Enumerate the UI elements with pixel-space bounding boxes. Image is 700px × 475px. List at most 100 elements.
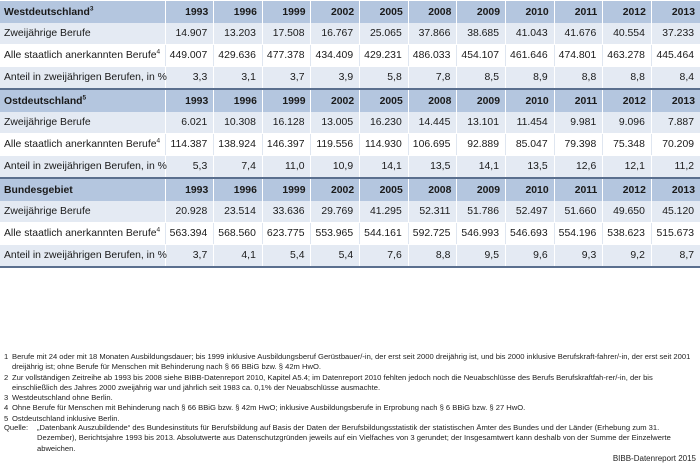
year-header: 2009 xyxy=(456,88,506,112)
table-cell: 9,5 xyxy=(456,244,506,268)
table-cell: 13,5 xyxy=(407,155,457,179)
table-cell: 119.556 xyxy=(310,133,360,156)
year-header: 2012 xyxy=(602,0,652,23)
table-cell: 461.646 xyxy=(504,44,555,67)
table-cell: 554.196 xyxy=(553,222,603,245)
table-cell: 49.650 xyxy=(602,201,652,223)
table-cell: 138.924 xyxy=(213,133,263,156)
footnote-text: Westdeutschland ohne Berlin. xyxy=(12,393,113,403)
table-cell: 3,1 xyxy=(213,66,263,90)
year-header: 1993 xyxy=(164,0,214,23)
table-cell: 429.231 xyxy=(359,44,409,67)
year-header: 2005 xyxy=(359,0,409,23)
year-header: 2010 xyxy=(504,88,555,112)
footnote-ref: 3 xyxy=(89,5,94,13)
table-cell: 8,7 xyxy=(650,244,700,268)
table-cell: 5,8 xyxy=(359,66,409,90)
table-cell: 13,5 xyxy=(504,155,555,179)
table-cell: 114.930 xyxy=(359,133,409,156)
table-cell: 3,7 xyxy=(164,244,214,268)
table-cell: 13.203 xyxy=(213,23,263,45)
year-header: 1993 xyxy=(164,177,214,201)
table-cell: 8,8 xyxy=(407,244,457,268)
section-header: Ostdeutschland5 1993 1996 1999 2002 2005 2008 2… xyxy=(0,88,700,112)
table-cell: 8,8 xyxy=(602,66,652,90)
table-cell: 9.981 xyxy=(553,112,603,134)
row-label: Alle staatlich anerkannten Berufe4 xyxy=(0,133,166,156)
table-cell: 8,8 xyxy=(553,66,603,90)
table-cell: 52.497 xyxy=(504,201,555,223)
table-cell: 9.096 xyxy=(602,112,652,134)
row-label: Anteil in zweijährigen Berufen, in % xyxy=(0,155,167,179)
table-cell: 515.673 xyxy=(650,222,700,245)
table-cell: 85.047 xyxy=(504,133,555,156)
row-label: Zweijährige Berufe xyxy=(0,112,166,134)
table-cell: 546.693 xyxy=(504,222,555,245)
table-cell: 7.887 xyxy=(650,112,700,134)
table-cell: 538.623 xyxy=(602,222,652,245)
table-cell: 9,2 xyxy=(602,244,652,268)
table-cell: 16.230 xyxy=(359,112,409,134)
table-cell: 7,8 xyxy=(407,66,457,90)
table-cell: 29.769 xyxy=(310,201,360,223)
section-header: Bundesgebiet 1993 1996 1999 2002 2005 2008 2009… xyxy=(0,177,700,201)
table-cell: 445.464 xyxy=(650,44,700,67)
year-header: 2009 xyxy=(456,177,506,201)
table-cell: 45.120 xyxy=(650,201,700,223)
footnote: 1 Berufe mit 24 oder mit 18 Monaten Ausbi… xyxy=(4,352,698,373)
table-cell: 11,2 xyxy=(650,155,700,179)
table-cell: 20.928 xyxy=(164,201,214,223)
table-cell: 106.695 xyxy=(407,133,457,156)
table-cell: 51.786 xyxy=(456,201,506,223)
table-cell: 37.866 xyxy=(407,23,457,45)
data-table: Westdeutschland3 1993 1996 1999 2002 2005 2008… xyxy=(0,0,700,268)
table-cell: 3,7 xyxy=(261,66,311,90)
footnote: 3 Westdeutschland ohne Berlin. xyxy=(4,393,698,403)
table-cell: 14.907 xyxy=(164,23,214,45)
table-cell: 41.043 xyxy=(504,23,555,45)
year-header: 2010 xyxy=(504,177,555,201)
year-header: 1999 xyxy=(261,0,311,23)
table-cell: 9,3 xyxy=(553,244,603,268)
table-cell: 3,3 xyxy=(164,66,214,90)
table-cell: 12,1 xyxy=(602,155,652,179)
table-cell: 16.128 xyxy=(261,112,311,134)
table-cell: 51.660 xyxy=(553,201,603,223)
footnote: 2 Zur vollständigen Zeitreihe ab 1993 bis… xyxy=(4,373,698,394)
table-cell: 563.394 xyxy=(164,222,214,245)
section-title: Westdeutschland3 xyxy=(0,0,166,23)
year-header: 2005 xyxy=(359,88,409,112)
table-cell: 11.454 xyxy=(504,112,555,134)
table-cell: 23.514 xyxy=(213,201,263,223)
table-cell: 454.107 xyxy=(456,44,506,67)
section-title: Ostdeutschland5 xyxy=(0,88,166,112)
row-label: Alle staatlich anerkannten Berufe4 xyxy=(0,44,166,67)
table-cell: 14,1 xyxy=(456,155,506,179)
table-cell: 52.311 xyxy=(407,201,457,223)
year-header: 1996 xyxy=(213,177,263,201)
table-cell: 623.775 xyxy=(261,222,311,245)
table-cell: 474.801 xyxy=(553,44,603,67)
table-cell: 14.445 xyxy=(407,112,457,134)
year-header: 2008 xyxy=(407,177,457,201)
footnote-text: Ostdeutschland inklusive Berlin. xyxy=(12,413,120,423)
year-header: 2009 xyxy=(456,0,506,23)
footnote: 5 Ostdeutschland inklusive Berlin. xyxy=(4,414,698,424)
year-header: 1993 xyxy=(164,88,214,112)
table-cell: 486.033 xyxy=(407,44,457,67)
source-note: Quelle: „Datenbank Auszubildende“ des Bu… xyxy=(4,423,698,454)
table-cell: 568.560 xyxy=(213,222,263,245)
year-header: 2011 xyxy=(553,0,603,23)
table-cell: 11,0 xyxy=(261,155,311,179)
table-cell: 463.278 xyxy=(602,44,652,67)
footnote-ref: 4 xyxy=(156,137,161,145)
table-row: Zweijährige Berufe 14.907 13.203 17.508 16.7… xyxy=(0,23,700,45)
table-cell: 9,6 xyxy=(504,244,555,268)
table-cell: 5,4 xyxy=(261,244,311,268)
table-cell: 477.378 xyxy=(261,44,311,67)
footnote-mark: 1 xyxy=(4,352,9,361)
table-cell: 79.398 xyxy=(553,133,603,156)
table-cell: 5,3 xyxy=(164,155,214,179)
row-label: Zweijährige Berufe xyxy=(0,23,166,45)
